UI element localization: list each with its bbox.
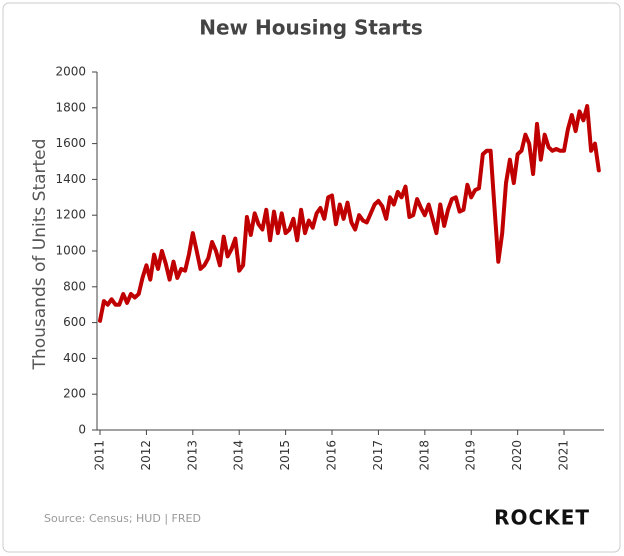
x-tick-label: 2018: [417, 440, 431, 471]
y-tick-label: 1400: [55, 172, 86, 186]
x-tick-label: 2011: [93, 440, 107, 471]
brand: ROCKET: [494, 506, 590, 530]
y-tick-label: 1000: [55, 244, 86, 258]
y-axis-label: Thousands of Units Started: [30, 139, 50, 371]
chart-title: New Housing Starts: [199, 16, 423, 40]
x-tick-label: 2014: [232, 440, 246, 471]
y-tick-label: 1200: [55, 208, 86, 222]
y-tick-label: 2000: [55, 65, 86, 79]
x-tick-label: 2021: [557, 440, 571, 471]
y-tick-label: 600: [63, 315, 86, 329]
x-tick-label: 2017: [371, 440, 385, 471]
y-tick-label: 0: [78, 423, 86, 437]
y-tick-label: 200: [63, 387, 86, 401]
x-tick-label: 2019: [464, 440, 478, 471]
x-tick-label: 2016: [325, 440, 339, 471]
x-tick-label: 2020: [510, 440, 524, 471]
y-tick-label: 1800: [55, 100, 86, 114]
y-tick-label: 800: [63, 279, 86, 293]
y-tick-label: 400: [63, 351, 86, 365]
source: Source: Census; HUD | FRED: [44, 512, 201, 525]
line: [98, 104, 601, 323]
y-tick-label: 1600: [55, 136, 86, 150]
x-tick-label: 2015: [278, 440, 292, 471]
x-tick-label: 2013: [185, 440, 199, 471]
x-tick-label: 2012: [139, 440, 153, 471]
